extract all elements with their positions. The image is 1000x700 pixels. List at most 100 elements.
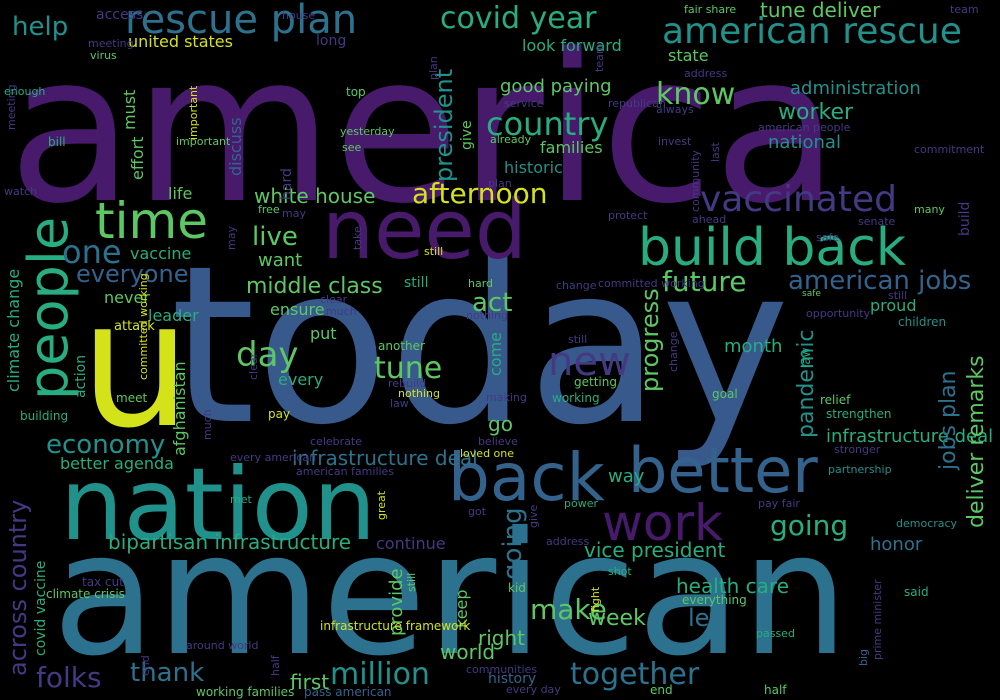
word-nation: nation (60, 446, 377, 563)
word-take: community (689, 149, 702, 212)
word-still: change (556, 279, 597, 292)
word-ensure: ensure (270, 300, 325, 319)
word-million: world (440, 640, 496, 664)
word-go: go (488, 412, 513, 436)
word-need: need (322, 183, 527, 278)
word-deliver-remarks: deliver remarks (964, 355, 989, 528)
word-must: must (120, 89, 139, 130)
word-years-ago: address (546, 535, 590, 548)
word-folks: million (330, 657, 430, 692)
word-better-agenda: across country (4, 499, 32, 676)
word-across-country: infrastructure deal (292, 446, 478, 470)
word-health-care: continue (376, 534, 446, 553)
word-vice-president: health care (676, 574, 790, 598)
word-meet: getting (574, 375, 617, 389)
word-getting: stronger (834, 443, 881, 456)
word-day: day (236, 335, 299, 375)
word-historic: historic (504, 158, 563, 177)
word-already: service (504, 97, 544, 110)
word-look-forward: look forward (522, 36, 622, 55)
word-free: take (351, 226, 364, 250)
word-fight: fight (589, 586, 602, 612)
word-children: another (378, 339, 425, 353)
word-vaccination: plan (427, 56, 440, 80)
word-working-families: half (269, 655, 282, 676)
word-last: commitment (914, 143, 985, 156)
word-democracy: shot (608, 565, 632, 578)
word-month: month (724, 336, 783, 357)
word-good-paying: good paying (500, 76, 612, 97)
word-many: safe (816, 231, 840, 244)
word-honor: vice president (584, 538, 726, 562)
word-white-house: white house (254, 184, 376, 208)
word-important: yesterday (340, 125, 395, 138)
word-ahead: senate (858, 215, 896, 228)
word-invest: last (709, 142, 722, 162)
word-leader: leader (148, 306, 199, 325)
word-working: partnership (828, 463, 892, 476)
word-help: help (12, 12, 69, 42)
word-proud: attack (114, 319, 155, 334)
word-afghanistan: afghanistan (170, 361, 189, 456)
word-discuss: discuss (226, 117, 245, 176)
word-united-states: united states (128, 32, 233, 51)
word-right: week (588, 606, 646, 631)
word-national: national (768, 132, 841, 153)
word-effort: effort (128, 136, 147, 180)
word-half: house (282, 9, 316, 22)
word-senate: still (424, 245, 444, 258)
word-future: future (662, 265, 747, 298)
word-another: relief (820, 393, 851, 407)
word-progress: progress (636, 288, 664, 392)
word-nothing: nothing (466, 309, 508, 322)
word-pandemic: pandemic (794, 329, 819, 438)
word-put: put (310, 324, 337, 343)
word-act: act (472, 288, 513, 318)
word-shot: communities (466, 663, 538, 676)
word-made: infrastructure deal (826, 426, 994, 447)
word-american-families: much (201, 409, 214, 440)
word-pay-fair: celebrate (310, 435, 362, 448)
word-much: much (326, 305, 357, 318)
word-want: want (258, 250, 303, 271)
word-support: proud (870, 296, 917, 315)
word-state: meet (116, 391, 148, 405)
word-america: america (8, 11, 840, 249)
word-every: every (278, 370, 324, 389)
word-building: rebuild (388, 377, 427, 390)
word-around-world: end (650, 683, 673, 697)
word-may: protect (608, 209, 648, 222)
word-going: going (770, 509, 849, 542)
word-access: meeting (88, 37, 134, 50)
word-address: every american (230, 451, 317, 464)
word-life: life (168, 184, 193, 203)
word-million-shots: american people (758, 121, 851, 134)
word-communities: every day (506, 683, 561, 696)
word-meeting: enough (4, 85, 46, 98)
word-come: come (486, 331, 505, 376)
word-enough: bill (48, 135, 66, 149)
word-way: way (608, 466, 645, 487)
word-top: important (176, 135, 231, 148)
word-climate-crisis: working families (196, 685, 295, 699)
word-law: still (568, 333, 588, 346)
word-covid-year: covid year (440, 1, 597, 36)
word-stronger: everything (682, 593, 747, 607)
word-president: president (430, 68, 458, 182)
word-safe: hard (468, 277, 494, 290)
word-strengthen: kid (508, 581, 526, 595)
word-prime-minister: big (857, 648, 870, 666)
word-infrastructure-deal: bipartisan infrastructure (108, 530, 352, 554)
word-big: tax cut (82, 575, 124, 589)
word-pass-american: end (139, 655, 152, 676)
word-let: make (530, 593, 607, 626)
word-said: climate crisis (46, 587, 125, 601)
word-home: met (230, 493, 252, 506)
word-goal: democracy (896, 517, 958, 530)
word-back: back (448, 439, 605, 516)
word-plan: may (225, 226, 238, 250)
word-week: let (688, 604, 719, 632)
word-together: thank (130, 658, 205, 688)
word-families: families (540, 138, 603, 157)
